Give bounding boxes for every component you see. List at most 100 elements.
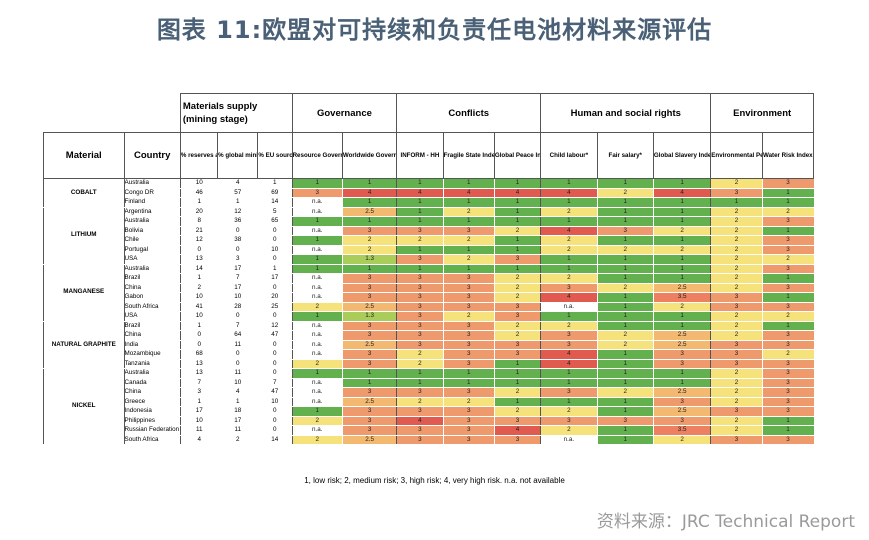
risk-score-cell: 2 xyxy=(710,320,763,331)
risk-score-cell: 2 xyxy=(710,273,763,284)
risk-score-cell: 3 xyxy=(341,273,398,284)
supply-value-cell: 17 xyxy=(217,283,258,293)
risk-score-cell: 1 xyxy=(596,397,654,407)
risk-score-cell: 1 xyxy=(596,378,654,388)
supply-value-cell: 1 xyxy=(180,197,218,208)
supply-value-cell: 10 xyxy=(180,416,218,426)
table-row: Philippines 10 17 0 2 3 4 3 3 3 3 3 2 1 xyxy=(44,416,814,426)
risk-score-cell: 3 xyxy=(341,292,398,303)
risk-score-cell: 3 xyxy=(396,340,444,350)
risk-score-cell: 3 xyxy=(396,387,444,398)
risk-score-cell: 2.5 xyxy=(341,340,398,350)
risk-score-cell: 3 xyxy=(396,406,444,417)
risk-score-cell: 2 xyxy=(291,302,343,312)
header-human-rights: Human and social rights xyxy=(540,93,712,133)
supply-value-cell: 7 xyxy=(180,378,218,388)
risk-score-cell: 1 xyxy=(493,206,542,217)
risk-score-cell: 2 xyxy=(761,254,814,265)
country-cell: Australia xyxy=(124,216,181,227)
col-country: Country xyxy=(123,132,181,179)
risk-score-cell: 1 xyxy=(540,368,598,379)
supply-value-cell: 11 xyxy=(217,340,258,350)
risk-score-cell: 1 xyxy=(761,273,814,284)
supply-value-cell: 11 xyxy=(217,425,258,436)
supply-value-cell: 0 xyxy=(257,226,293,236)
risk-score-cell: 2 xyxy=(493,387,542,398)
supply-value-cell: 0 xyxy=(257,340,293,350)
table-row: South Africa 41 28 25 2 2.5 3 3 3 n.a. 1 2 3 3 xyxy=(44,302,814,312)
risk-score-cell: 1 xyxy=(761,416,814,426)
col-fsi: Fragile State Index xyxy=(442,132,495,179)
risk-score-cell: 3 xyxy=(396,302,444,312)
risk-score-cell: 3 xyxy=(596,416,654,426)
risk-score-cell: 3 xyxy=(652,359,712,369)
country-cell: China xyxy=(124,283,181,293)
table-row: Canada 7 10 7 n.a. 1 1 1 1 1 1 1 2 3 xyxy=(44,378,814,388)
header-conflicts: Conflicts xyxy=(396,93,542,133)
risk-score-cell: 4 xyxy=(341,188,398,198)
supply-value-cell: 0 xyxy=(217,245,258,255)
supply-value-cell: 0 xyxy=(257,349,293,360)
risk-score-cell: n.a. xyxy=(291,197,343,208)
risk-score-cell: 4 xyxy=(396,188,444,198)
risk-score-cell: 3 xyxy=(652,397,712,407)
country-cell: Philippines xyxy=(124,416,181,426)
risk-score-cell: 3 xyxy=(442,292,495,303)
risk-score-cell: 1 xyxy=(652,216,712,227)
risk-score-cell: 1 xyxy=(596,368,654,379)
risk-score-cell: 2 xyxy=(396,235,444,246)
risk-score-cell: 3 xyxy=(493,254,542,265)
risk-score-cell: 3 xyxy=(761,435,814,445)
supply-value-cell: 17 xyxy=(217,416,258,426)
risk-score-cell: 3 xyxy=(396,226,444,236)
risk-score-cell: 3 xyxy=(442,406,495,417)
risk-score-cell: 2 xyxy=(493,283,542,293)
col-reserves: % reserves and resources xyxy=(179,132,219,179)
risk-score-cell: 3 xyxy=(761,302,814,312)
risk-score-cell: 3 xyxy=(761,368,814,379)
country-cell: Australia xyxy=(124,368,181,379)
page-title: 图表 11:欧盟对可持续和负责任电池材料来源评估 xyxy=(156,16,713,44)
country-cell: USA xyxy=(124,311,181,322)
risk-score-cell: 3 xyxy=(710,349,763,360)
risk-score-cell: 1 xyxy=(396,263,444,274)
supply-value-cell: 12 xyxy=(180,235,218,246)
risk-score-cell: 3 xyxy=(761,235,814,246)
country-cell: Brazil xyxy=(124,273,181,284)
supply-value-cell: 0 xyxy=(180,245,218,255)
risk-score-cell: 1 xyxy=(493,235,542,246)
supply-value-cell: 25 xyxy=(257,302,293,312)
risk-score-cell: 2.5 xyxy=(652,387,712,398)
risk-score-cell: 1 xyxy=(396,216,444,227)
risk-score-cell: 1 xyxy=(442,378,495,388)
risk-score-cell: 1 xyxy=(442,216,495,227)
supply-value-cell: 0 xyxy=(257,425,293,436)
country-cell: Australia xyxy=(124,178,181,189)
risk-score-cell: 1 xyxy=(596,425,654,436)
risk-score-cell: 3 xyxy=(341,416,398,426)
supply-value-cell: 3 xyxy=(180,387,218,398)
risk-score-cell: 1 xyxy=(540,216,598,227)
risk-score-cell: 2 xyxy=(540,273,598,284)
risk-score-cell: 3 xyxy=(540,330,598,341)
risk-score-cell: 2 xyxy=(291,359,343,369)
risk-score-cell: 3 xyxy=(761,340,814,350)
country-cell: Brazil xyxy=(124,320,181,331)
risk-score-cell: 2 xyxy=(493,292,542,303)
country-cell: Canada xyxy=(124,378,181,388)
supply-value-cell: 10 xyxy=(180,311,218,322)
risk-score-cell: 3 xyxy=(442,226,495,236)
risk-score-cell: 3 xyxy=(761,387,814,398)
risk-score-cell: 3 xyxy=(710,302,763,312)
country-cell: Tanzania xyxy=(124,359,181,369)
risk-score-cell: 3 xyxy=(652,416,712,426)
table-row: Russian Federation 11 11 0 n.a. 3 3 3 4 2 1 3.5 2 1 xyxy=(44,425,814,436)
risk-score-cell: 3 xyxy=(493,302,542,312)
risk-score-cell: 2 xyxy=(596,188,654,198)
supply-value-cell: 3 xyxy=(217,254,258,265)
risk-score-cell: 3.5 xyxy=(652,292,712,303)
supply-value-cell: 0 xyxy=(217,311,258,322)
risk-score-cell: 4 xyxy=(442,188,495,198)
risk-score-cell: 2 xyxy=(710,178,763,189)
risk-score-cell: 3 xyxy=(396,425,444,436)
